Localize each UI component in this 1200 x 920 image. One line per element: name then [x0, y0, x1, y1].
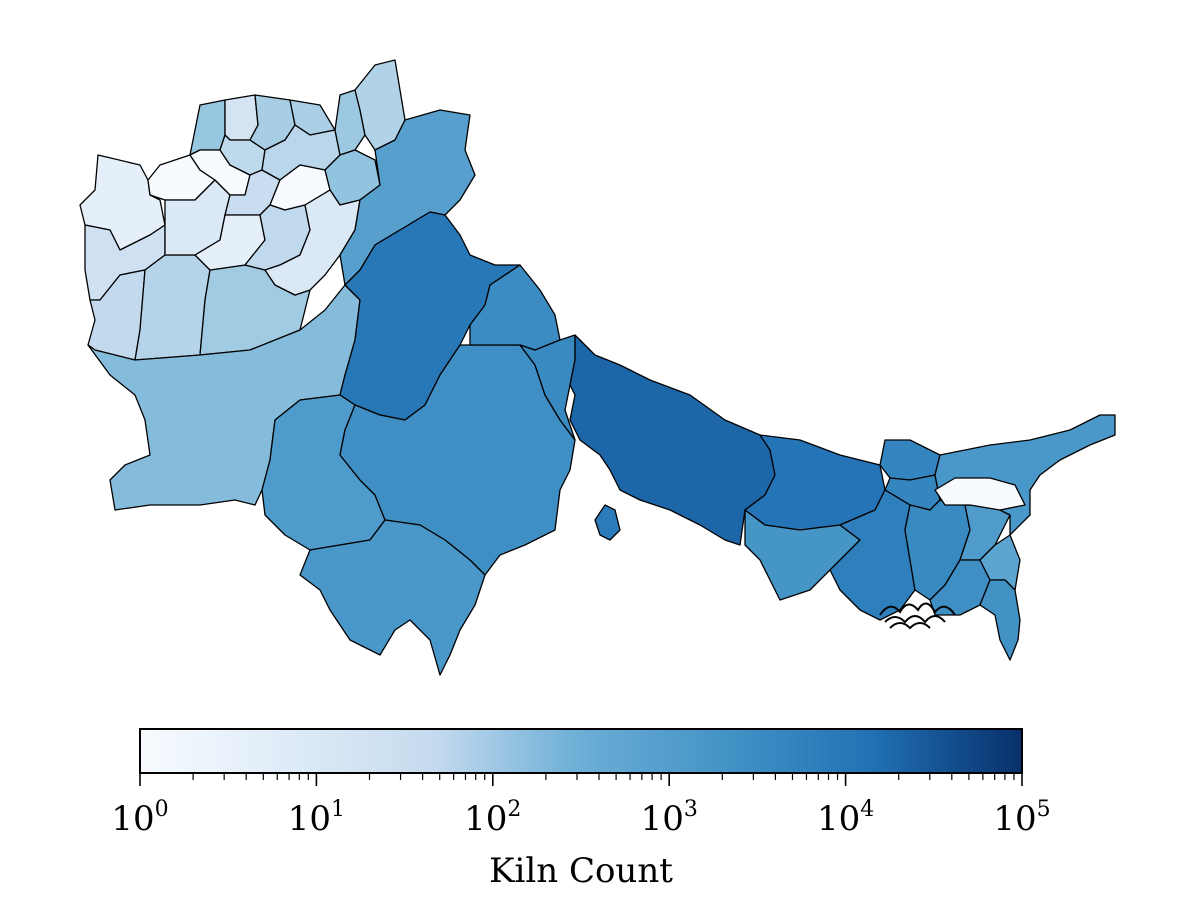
region-afghanistan-district-4 — [134, 254, 211, 361]
colorbar-ticks — [139, 773, 1023, 786]
colorbar: 100 101 102 103 104 105 Kiln Count — [111, 728, 1051, 891]
colorbar-tick-labels: 100 101 102 103 104 105 — [111, 797, 1050, 839]
colorbar-tick-label: 104 — [817, 797, 874, 839]
region-gujarat — [299, 519, 486, 676]
region-uttar-pradesh — [569, 334, 776, 546]
colorbar-label: Kiln Count — [489, 851, 673, 891]
region-afghanistan-district-22 — [264, 189, 361, 296]
colorbar-tick-label: 101 — [288, 797, 345, 839]
region-madhya-pradesh-pocket — [594, 504, 621, 541]
region-chittagong — [979, 579, 1021, 661]
region-meghalaya — [934, 477, 1026, 511]
colorbar-tick-label: 105 — [993, 797, 1050, 839]
region-west-bengal — [829, 489, 916, 621]
colorbar-tick-label: 103 — [641, 797, 698, 839]
region-nepal-terai-east — [879, 439, 941, 481]
coastline-detail — [879, 602, 956, 630]
colorbar-tick-label: 102 — [464, 797, 521, 839]
map-regions — [79, 59, 1116, 676]
colorbar-gradient — [139, 728, 1023, 774]
region-afghanistan-district-8 — [189, 99, 226, 156]
region-punjab-haryana — [469, 264, 561, 351]
colorbar-tick-label: 100 — [111, 797, 168, 839]
region-delhi-haryana — [519, 334, 576, 441]
